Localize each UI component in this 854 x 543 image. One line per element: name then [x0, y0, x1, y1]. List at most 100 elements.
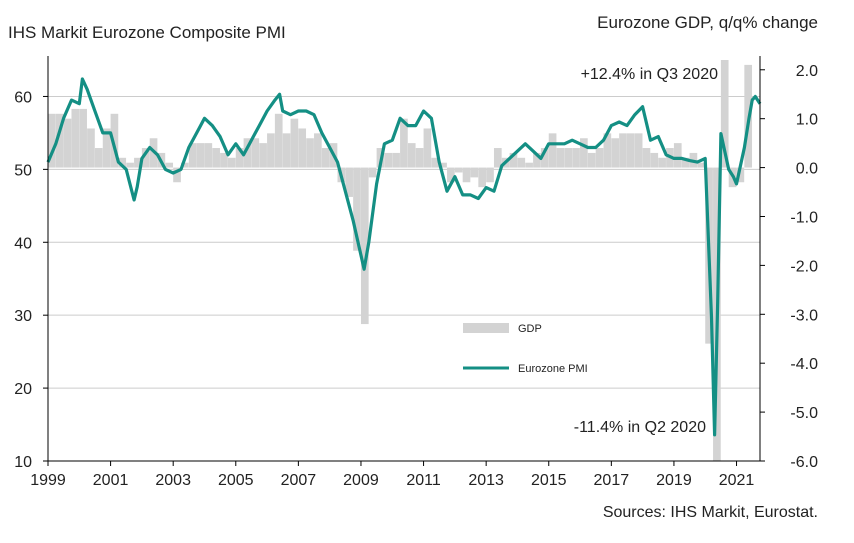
gdp-bar	[63, 118, 72, 168]
x-tick-label: 2001	[93, 472, 129, 489]
gdp-bar	[165, 162, 174, 168]
gdp-bar	[134, 157, 142, 168]
left-tick-label: 50	[14, 162, 32, 179]
gdp-bar	[431, 157, 440, 168]
gdp-bar	[79, 108, 87, 168]
right-tick-label: 0.0	[796, 161, 818, 178]
gdp-bar	[71, 108, 80, 168]
left-tick-label: 20	[14, 381, 32, 398]
gdp-bar	[556, 148, 565, 168]
right-tick-label: -2.0	[790, 258, 818, 275]
gdp-bar	[87, 128, 95, 168]
gdp-bar	[720, 60, 729, 168]
gdp-bar	[353, 167, 361, 251]
x-tick-label: 2009	[343, 472, 379, 489]
gdp-bar	[102, 128, 111, 168]
gdp-bar	[235, 148, 244, 168]
left-axis-ticks: 10 20 30 40 50 60	[14, 89, 48, 471]
x-tick-label: 2013	[468, 472, 504, 489]
x-tick-label: 2005	[218, 472, 254, 489]
right-tick-label: -5.0	[790, 405, 818, 422]
gdp-bar	[587, 152, 596, 168]
source-note: Sources: IHS Markit, Eurostat.	[603, 504, 818, 521]
right-tick-label: -1.0	[790, 209, 818, 226]
legend: GDP Eurozone PMI	[463, 323, 588, 375]
gdp-bar	[517, 157, 526, 168]
gdp-bar	[447, 167, 455, 183]
gdp-bar	[384, 152, 393, 168]
gdp-bar	[321, 148, 330, 168]
gdp-bar	[118, 157, 127, 168]
gdp-bar	[196, 143, 205, 168]
axes	[47, 56, 761, 462]
gdp-bar	[580, 138, 588, 168]
gdp-bar	[110, 113, 119, 168]
gdp-bar	[572, 148, 580, 168]
legend-gdp-swatch	[463, 323, 509, 333]
left-axis-title: IHS Markit Eurozone Composite PMI	[8, 23, 286, 42]
gdp-bar	[658, 157, 666, 168]
x-tick-label: 2019	[656, 472, 692, 489]
x-tick-label: 2017	[594, 472, 630, 489]
gdp-bar	[314, 133, 322, 168]
gdp-bar	[188, 143, 197, 168]
gdp-bar	[548, 133, 557, 168]
right-tick-label: 1.0	[796, 112, 818, 129]
x-tick-label: 2015	[531, 472, 567, 489]
x-tick-label: 1999	[30, 472, 66, 489]
gdp-bar	[282, 133, 291, 168]
gdp-bar	[400, 118, 408, 168]
right-tick-label: -6.0	[790, 454, 818, 471]
gdp-bar	[525, 162, 533, 168]
x-tick-label: 2007	[281, 472, 317, 489]
gdp-bar	[368, 167, 377, 178]
gdp-bar	[48, 113, 56, 168]
legend-gdp-label: GDP	[518, 323, 542, 335]
gdp-bar	[243, 138, 252, 168]
gdp-bar	[267, 133, 275, 168]
gdp-bar	[478, 167, 486, 188]
right-tick-label: 2.0	[796, 63, 818, 80]
gdp-bar	[94, 148, 103, 168]
annotation-low: -11.4% in Q2 2020	[574, 419, 706, 436]
right-axis-ticks: 2.0 1.0 0.0 -1.0 -2.0 -3.0 -4.0 -5.0 -6.0	[760, 63, 818, 471]
gdp-bar	[415, 148, 424, 168]
gdp-bar	[290, 118, 299, 168]
gdp-bar	[55, 113, 64, 168]
pmi-line-layer	[46, 77, 762, 437]
gdp-bar	[634, 133, 643, 168]
gdp-bar	[345, 167, 353, 197]
gdp-bar	[173, 167, 181, 183]
gdp-bar	[619, 133, 627, 168]
gdp-bar	[540, 148, 549, 168]
gdp-bar	[681, 157, 690, 168]
x-tick-label: 2011	[406, 472, 441, 489]
left-tick-label: 60	[14, 89, 32, 106]
gdp-bar	[603, 133, 612, 168]
gdp-bar	[227, 157, 236, 168]
gdp-bar	[533, 152, 541, 168]
gdp-bar	[298, 128, 307, 168]
gdp-bar	[126, 162, 134, 168]
gdp-bar	[650, 152, 659, 168]
gdp-bar	[141, 148, 150, 168]
gdp-bar	[626, 133, 635, 168]
right-tick-label: -3.0	[790, 307, 818, 324]
gdp-bar	[697, 162, 706, 168]
gdp-bar	[220, 152, 228, 168]
gdp-bar	[454, 167, 463, 173]
gdp-bar	[595, 148, 604, 168]
x-axis-ticks: 1999 2001 2003 2005 2007 2009 2011 2013 2015 2017…	[30, 461, 754, 489]
gdp-bar	[611, 138, 620, 168]
right-tick-label: -4.0	[790, 356, 818, 373]
gdp-bar	[642, 148, 651, 168]
gdp-bar	[212, 148, 220, 168]
left-tick-label: 10	[14, 454, 32, 471]
gdp-bar	[486, 167, 494, 183]
x-tick-label: 2003	[155, 472, 191, 489]
pmi-line	[46, 77, 762, 437]
gdp-bar	[259, 143, 267, 168]
gdp-bar	[564, 148, 573, 168]
gdp-bar	[251, 138, 260, 168]
